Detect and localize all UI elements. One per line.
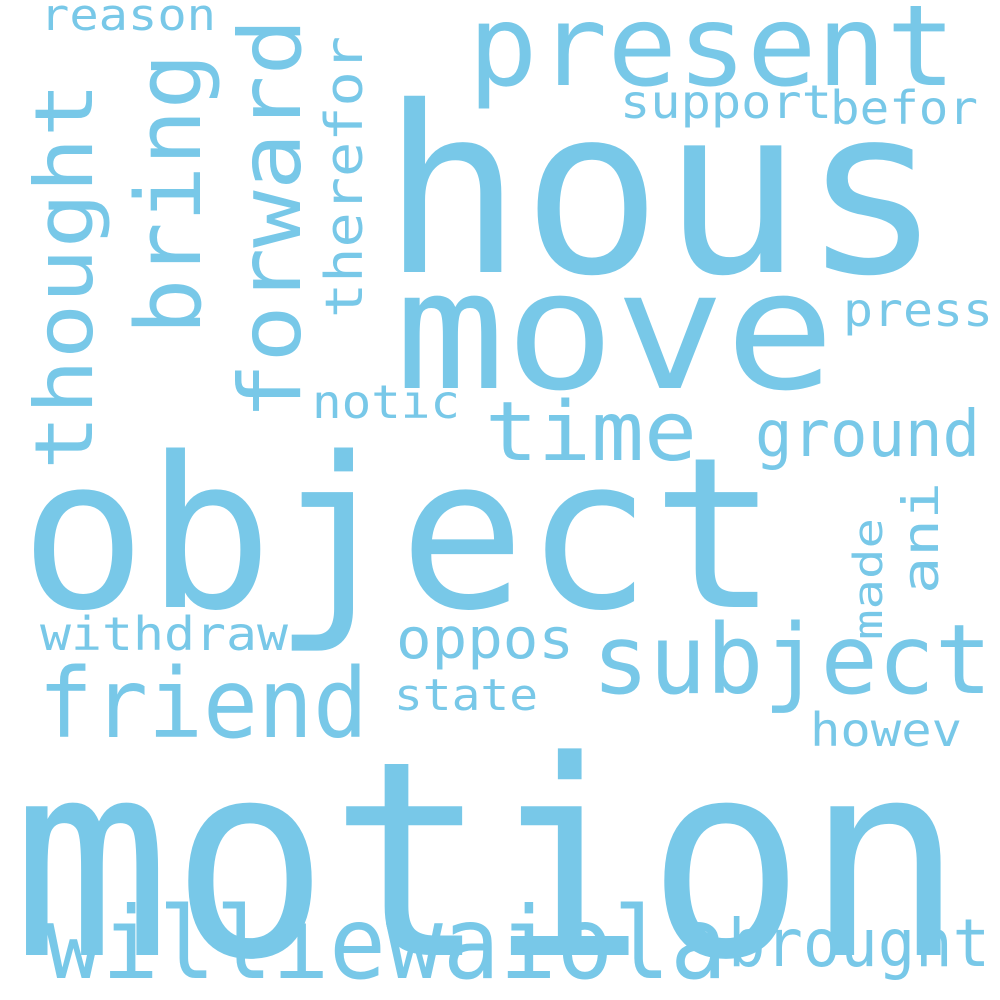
word-notic: notic	[312, 375, 460, 429]
word-williewaiola: williewaiola	[45, 885, 727, 1000]
word-thought: thought	[18, 82, 111, 470]
word-reason: reason	[40, 0, 216, 41]
word-made: made	[846, 518, 892, 640]
word-oppos: oppos	[396, 607, 574, 672]
word-present: present	[468, 0, 956, 112]
word-ani: ani	[892, 482, 950, 594]
word-move: move	[395, 235, 835, 427]
word-press: press	[843, 283, 993, 337]
word-befor: befor	[830, 81, 978, 135]
word-time: time	[485, 385, 697, 480]
word-motion: motion	[12, 704, 964, 1000]
word-friend: friend	[38, 648, 368, 760]
word-state: state	[394, 670, 538, 721]
word-howev: howev	[810, 703, 962, 757]
word-withdraw: withdraw	[40, 607, 288, 661]
word-brought: brought	[728, 905, 990, 982]
word-subject: subject	[592, 604, 992, 716]
word-forward: forward	[221, 18, 321, 420]
word-therefor: therefor	[315, 36, 375, 318]
word-support: support	[620, 75, 832, 129]
word-ground: ground	[755, 398, 980, 472]
word-object: object	[20, 412, 778, 657]
word-bring: bring	[117, 53, 222, 335]
word-hous: hous	[382, 57, 942, 327]
